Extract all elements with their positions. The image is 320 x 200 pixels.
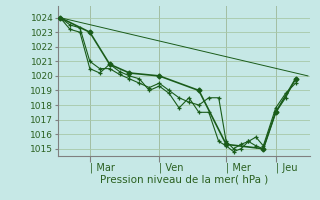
X-axis label: Pression niveau de la mer( hPa ): Pression niveau de la mer( hPa ) [100, 175, 268, 185]
